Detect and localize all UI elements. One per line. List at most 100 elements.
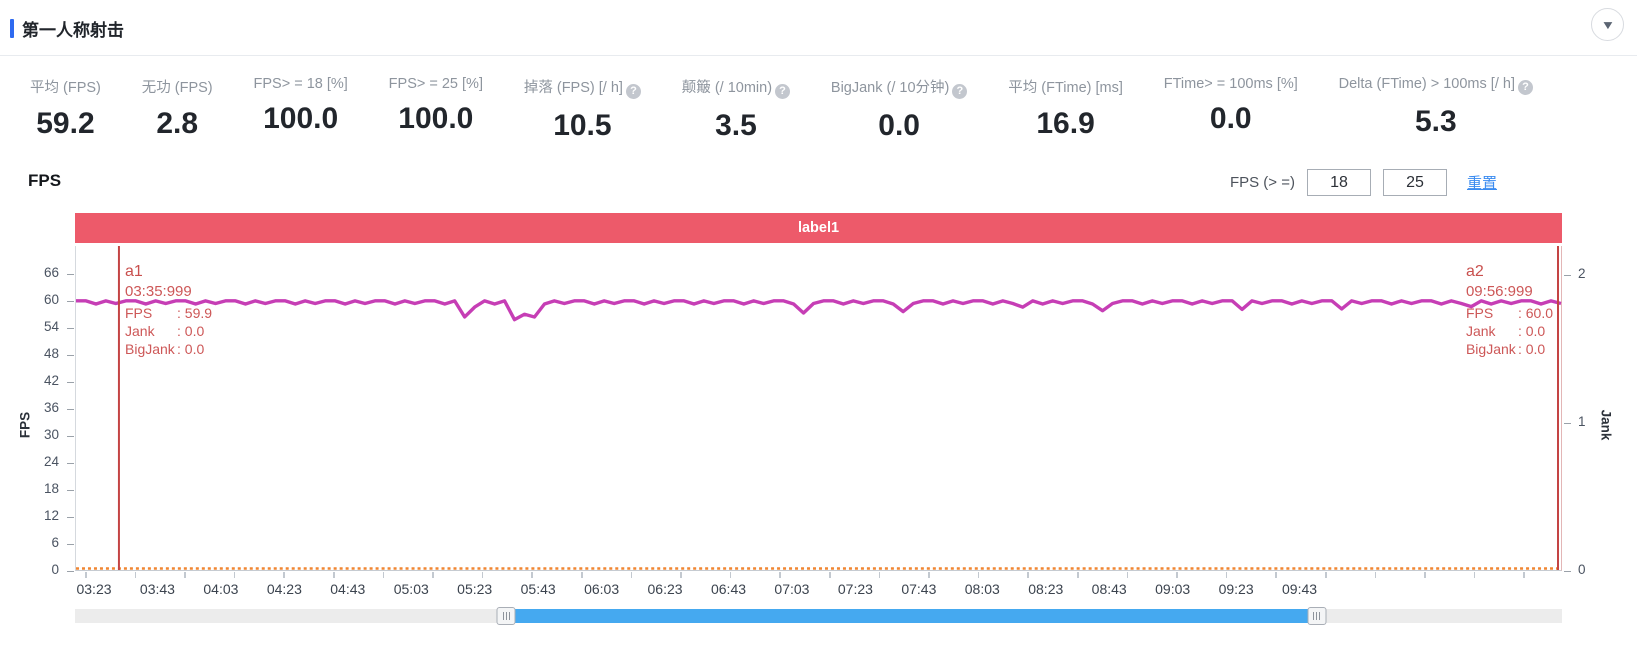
collapse-panel-button[interactable]: ▼ (1591, 8, 1624, 41)
marker-annotation-a2: a2 09:56:999 FPS: 60.0 Jank: 0.0 BigJank: 0.… (1466, 263, 1553, 358)
marker-stat-value: : 0.0 (177, 323, 205, 339)
fps-series-line (76, 299, 1562, 322)
x-axis-label: 07:43 (901, 581, 937, 597)
y-left-tick-mark (67, 382, 74, 383)
stat-metric-label-text: FTime> = 100ms [%] (1163, 76, 1298, 92)
marker-stat-key: BigJank (125, 341, 175, 357)
y-right-tick-mark (1564, 423, 1571, 424)
y-left-tick-mark (67, 490, 74, 491)
marker-stat-value: : 0.0 (177, 341, 205, 357)
stat-metric-value: 16.9 (1036, 107, 1095, 140)
marker-stat-value: : 60.0 (1517, 305, 1553, 321)
stat-metric-label-text: FPS> = 25 [%] (388, 76, 483, 92)
y-left-tick-label: 12 (43, 508, 59, 523)
stat-metric-label: FPS> = 18 [%] (254, 76, 348, 92)
y-left-tick-mark (67, 517, 74, 518)
stat-metric-label: 无功 (FPS) (142, 76, 213, 97)
fps-filter-controls: FPS (> =) 重置 (1230, 169, 1497, 196)
title-accent-bar (10, 19, 14, 38)
marker-stat-key: FPS (125, 305, 153, 321)
stat-metric-value: 10.5 (553, 109, 612, 142)
page-title: 第一人称射击 (22, 21, 124, 40)
stat-metric-label-text: 平均 (FPS) (30, 80, 101, 96)
x-axis-label: 09:43 (1282, 581, 1318, 597)
fps-filter-label: FPS (> =) (1229, 174, 1295, 191)
marker-annotation-a1: a1 03:35:999 FPS: 59.9 Jank: 0.0 BigJank: 0.… (125, 263, 212, 358)
y-left-tick-mark (67, 463, 74, 464)
stat-metric: FPS> = 25 [%] 100.0 (389, 76, 483, 143)
y-right-tick-mark (1564, 275, 1571, 276)
x-axis-label: 05:23 (457, 581, 493, 597)
x-axis-tick-mark (184, 572, 186, 578)
help-icon[interactable]: ? (952, 84, 968, 99)
y-left-tick-mark (67, 436, 74, 437)
x-axis-label: 06:03 (584, 581, 620, 597)
x-axis-tick-mark (432, 572, 434, 578)
x-axis-tick-mark (233, 572, 236, 578)
stat-metric: 颠簸 (/ 10min)? 3.5 (681, 76, 791, 143)
stat-metric: 平均 (FTime) [ms] 16.9 (1008, 76, 1123, 143)
reset-link[interactable]: 重置 (1466, 175, 1497, 192)
x-axis-tick-mark (1176, 572, 1178, 578)
fps-section-heading: FPS (28, 171, 62, 190)
stat-metric-value: 5.3 (1414, 105, 1457, 138)
stat-metric-label-text: Delta (FTime) > 100ms [/ h] (1338, 76, 1515, 92)
stat-metric: Delta (FTime) > 100ms [/ h]? 5.3 (1339, 76, 1533, 143)
x-axis-label: 05:43 (520, 581, 556, 597)
x-axis-tick-mark (283, 572, 285, 578)
marker-stat-row: BigJank: 0.0 (125, 340, 212, 358)
marker-stat-row: FPS: 59.9 (125, 304, 212, 322)
x-axis-label: 09:03 (1155, 581, 1191, 597)
stat-metric: 无功 (FPS) 2.8 (142, 76, 213, 143)
x-axis-tick-mark (1225, 572, 1228, 578)
y-left-tick-mark (67, 355, 74, 356)
x-axis-label: 04:03 (203, 581, 239, 597)
fps-threshold2-input[interactable] (1382, 169, 1447, 196)
stat-metric-label: 平均 (FPS) (30, 76, 101, 97)
x-axis-label: 06:43 (710, 581, 747, 597)
x-axis-tick-mark (1374, 572, 1377, 578)
y-left-tick-mark (67, 571, 74, 572)
help-icon[interactable]: ? (625, 84, 641, 99)
y-left-tick-mark (67, 328, 74, 329)
x-axis-label: 04:23 (266, 581, 302, 597)
x-axis-label: 05:03 (393, 581, 429, 597)
scrollbar-right-handle[interactable] (1307, 607, 1327, 625)
y-left-tick-label: 48 (43, 346, 59, 361)
marker-stat-row: Jank: 0.0 (125, 322, 212, 340)
y-left-tick-mark (67, 274, 74, 275)
x-axis-tick-mark (829, 572, 831, 578)
stat-metric-label: FTime> = 100ms [%] (1164, 76, 1298, 92)
stats-row: 平均 (FPS) 59.2 无功 (FPS) 2.8 FPS> = 18 [%] 100.… (0, 56, 1637, 143)
y-axis-right-title: Jank (1598, 409, 1614, 441)
x-axis-label: 06:23 (647, 581, 683, 597)
y-left-tick-mark (67, 301, 74, 302)
chevron-down-icon: ▼ (1600, 17, 1615, 32)
stat-metric-label-text: 颠簸 (/ 10min) (681, 80, 773, 96)
x-axis-tick-mark (333, 572, 335, 578)
y-left-tick-label: 66 (43, 265, 59, 280)
y-left-tick-label: 54 (43, 319, 59, 334)
y-left-tick-mark (67, 544, 74, 545)
x-axis-tick-mark (680, 572, 682, 578)
scrollbar-left-handle[interactable] (496, 607, 516, 625)
x-axis-label: 03:43 (139, 581, 175, 597)
stat-metric-value: 100.0 (263, 102, 339, 135)
x-axis-label: 09:23 (1218, 581, 1254, 597)
help-icon[interactable]: ? (775, 84, 791, 99)
stat-metric-value: 0.0 (878, 109, 920, 142)
x-axis-tick-mark (779, 572, 781, 578)
stat-metric-value: 2.8 (156, 107, 199, 140)
x-axis-label: 03:23 (76, 581, 112, 597)
x-axis-tick-mark (977, 572, 980, 578)
y-left-tick-mark (67, 409, 74, 410)
y-right-tick-mark (1564, 571, 1571, 572)
help-icon[interactable]: ? (1517, 80, 1533, 95)
chart-scrollbar-window[interactable] (506, 609, 1317, 623)
fps-threshold1-input[interactable] (1306, 169, 1371, 196)
chart-plot-area[interactable] (75, 246, 1562, 571)
chart-scrollbar-track[interactable] (75, 607, 1562, 625)
x-axis-label: 07:03 (774, 581, 810, 597)
stat-metric: FTime> = 100ms [%] 0.0 (1164, 76, 1298, 143)
y-left-tick-label: 18 (43, 481, 59, 496)
